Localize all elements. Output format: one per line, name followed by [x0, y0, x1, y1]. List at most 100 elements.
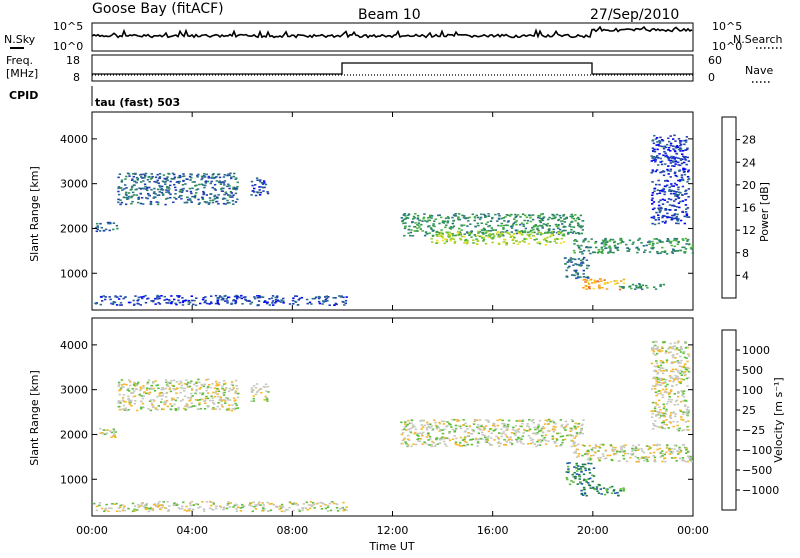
echo-cell: [661, 455, 664, 457]
echo-cell: [543, 238, 547, 241]
echo-cell: [214, 507, 218, 510]
echo-cell: [684, 190, 687, 192]
echo-cell: [686, 455, 690, 457]
echo-cell: [659, 384, 663, 386]
echo-cell: [681, 459, 685, 461]
echo-cell: [584, 237, 587, 240]
echo-cell: [188, 385, 192, 388]
echo-cell: [593, 251, 597, 254]
echo-cell: [272, 304, 275, 306]
echo-cell: [482, 227, 486, 230]
echo-cell: [117, 405, 120, 408]
echo-cell: [540, 428, 543, 431]
echo-cell: [576, 433, 579, 435]
echo-cell: [502, 224, 505, 227]
echo-cell: [148, 181, 151, 183]
echo-cell: [626, 250, 629, 252]
echo-cell: [432, 223, 435, 225]
echo-cell: [190, 402, 193, 404]
echo-cell: [656, 371, 660, 374]
echo-cell: [224, 400, 227, 402]
echo-cell: [487, 215, 491, 217]
echo-cell: [563, 257, 567, 259]
echo-cell: [548, 228, 551, 230]
echo-cell: [651, 385, 655, 387]
echo-cell: [549, 231, 553, 234]
echo-cell: [600, 248, 603, 250]
echo-cell: [625, 460, 629, 463]
echo-cell: [662, 174, 666, 177]
echo-cell: [195, 297, 198, 299]
echo-cell: [642, 451, 646, 454]
echo-cell: [656, 425, 659, 428]
echo-cell: [600, 242, 603, 245]
echo-cell: [658, 417, 661, 419]
echo-cell: [673, 182, 677, 185]
echo-cell: [125, 383, 128, 386]
echo-cell: [524, 231, 527, 234]
echo-cell: [146, 387, 149, 389]
echo-cell: [667, 146, 671, 149]
echo-cell: [241, 303, 244, 305]
echo-cell: [508, 215, 512, 217]
echo-cell: [574, 214, 577, 216]
echo-cell: [120, 304, 123, 306]
echo-cell: [575, 263, 579, 266]
echo-cell: [564, 226, 567, 228]
echo-cell: [100, 296, 103, 298]
echo-cell: [244, 296, 247, 298]
echo-cell: [122, 507, 125, 509]
echo-cell: [575, 271, 578, 274]
echo-cell: [435, 438, 438, 441]
echo-cell: [651, 192, 655, 194]
echo-cell: [521, 422, 524, 425]
echo-cell: [151, 175, 154, 178]
echo-cell: [206, 180, 210, 183]
echo-cell: [655, 415, 658, 417]
echo-cell: [266, 192, 270, 195]
echo-cell: [177, 299, 180, 302]
echo-cell: [666, 184, 669, 187]
echo-cell: [684, 199, 687, 201]
echo-cell: [590, 454, 593, 457]
echo-cell: [269, 509, 273, 512]
echo-cell: [691, 244, 694, 247]
echo-cell: [150, 177, 154, 179]
echo-cell: [655, 360, 658, 362]
echo-cell: [489, 220, 493, 222]
echo-cell: [492, 233, 495, 235]
echo-cell: [644, 457, 647, 459]
echo-cell: [599, 456, 602, 459]
echo-cell: [226, 408, 229, 411]
echo-cell: [575, 277, 578, 280]
echo-cell: [609, 444, 613, 446]
echo-cell: [189, 399, 192, 401]
echo-cell: [679, 400, 683, 403]
echo-cell: [425, 436, 429, 438]
echo-cell: [662, 414, 665, 416]
echo-cell: [118, 393, 121, 396]
echo-cell: [666, 391, 669, 394]
echo-cell: [526, 219, 530, 222]
echo-cell: [293, 503, 296, 505]
noise-tick-right-bottom: 10^0: [712, 40, 742, 53]
colorbar-frame: [721, 329, 737, 511]
x-tick-label: 04:00: [176, 524, 208, 537]
echo-cell: [553, 217, 556, 220]
echo-cell: [659, 360, 663, 362]
echo-cell: [201, 177, 204, 179]
echo-cell: [342, 501, 345, 504]
echo-cell: [616, 243, 620, 245]
echo-cell: [95, 230, 98, 233]
echo-cell: [276, 299, 279, 302]
echo-cell: [144, 301, 148, 304]
echo-cell: [674, 194, 677, 196]
echo-cell: [680, 378, 683, 380]
echo-cell: [438, 214, 441, 216]
echo-cell: [190, 192, 193, 195]
echo-cell: [684, 149, 687, 151]
echo-cell: [143, 183, 147, 186]
echo-cell: [176, 407, 180, 410]
echo-cell: [538, 215, 542, 217]
